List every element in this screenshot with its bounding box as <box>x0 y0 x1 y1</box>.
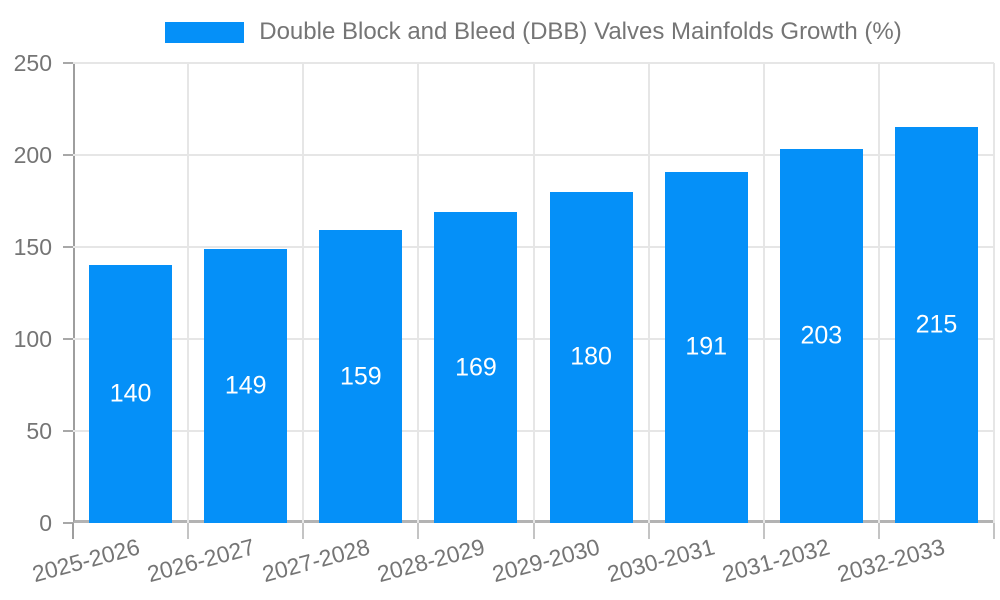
x-axis-tick <box>877 523 880 539</box>
y-axis-tick <box>63 338 73 340</box>
y-axis-label: 150 <box>13 234 52 260</box>
y-axis-tick <box>63 154 73 156</box>
x-gridline <box>762 63 765 523</box>
bar[interactable]: 140 <box>89 265 173 523</box>
y-axis-label: 0 <box>39 510 52 536</box>
bar[interactable]: 191 <box>664 171 748 523</box>
bar[interactable]: 203 <box>779 149 863 523</box>
bar[interactable]: 159 <box>319 230 403 523</box>
bar[interactable]: 215 <box>894 127 978 523</box>
bar[interactable]: 180 <box>549 191 633 523</box>
y-axis-label: 200 <box>13 142 52 168</box>
y-axis-tick <box>63 430 73 432</box>
x-gridline <box>877 63 880 523</box>
bar-value-label: 140 <box>109 379 152 408</box>
x-axis-tick <box>532 523 535 539</box>
x-axis-tick <box>647 523 650 539</box>
bar-value-label: 191 <box>685 332 728 361</box>
x-axis-tick <box>762 523 765 539</box>
legend-label: Double Block and Bleed (DBB) Valves Main… <box>259 18 902 45</box>
x-gridline <box>417 63 420 523</box>
legend-swatch-icon <box>165 21 245 43</box>
bar-value-label: 159 <box>339 362 382 391</box>
bar[interactable]: 149 <box>204 248 288 523</box>
bar-value-label: 215 <box>915 310 958 339</box>
bar-value-label: 149 <box>224 371 267 400</box>
x-axis-tick <box>302 523 305 539</box>
y-axis-label: 100 <box>13 326 52 352</box>
x-axis-tick <box>187 523 190 539</box>
bar-value-label: 203 <box>800 321 843 350</box>
x-gridline <box>302 63 305 523</box>
y-axis-label: 50 <box>26 418 52 444</box>
y-axis-tick <box>63 522 73 524</box>
bar[interactable]: 169 <box>434 212 518 523</box>
legend[interactable]: Double Block and Bleed (DBB) Valves Main… <box>73 15 994 49</box>
x-axis-tick <box>72 523 74 539</box>
x-axis-tick <box>417 523 420 539</box>
y-axis-label: 250 <box>13 50 52 76</box>
x-axis-tick <box>993 523 995 539</box>
x-gridline <box>647 63 650 523</box>
bar-value-label: 169 <box>455 353 497 381</box>
y-axis-tick <box>63 62 73 64</box>
x-gridline <box>993 63 995 523</box>
y-axis-tick <box>63 246 73 248</box>
x-gridline <box>187 63 190 523</box>
bar-value-label: 180 <box>570 342 612 371</box>
x-gridline <box>532 63 535 523</box>
